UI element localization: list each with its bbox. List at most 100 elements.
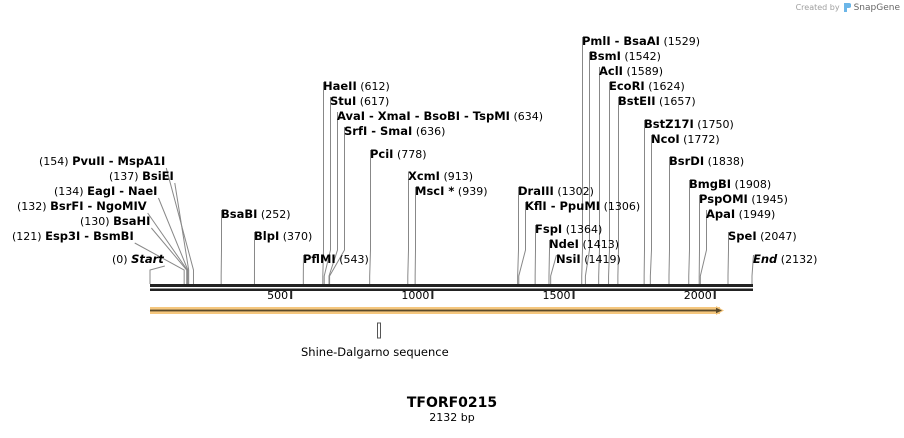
enzyme-name: NdeI: [549, 237, 579, 251]
cut-site-esp3i[interactable]: (121) Esp3I - BsmBI: [12, 230, 134, 244]
site-position: (1945): [751, 193, 788, 206]
enzyme-name: PvuII - MspA1I: [72, 154, 166, 168]
cut-site-pflmi[interactable]: PflMI (543): [303, 252, 369, 267]
cut-site-msci[interactable]: MscI * (939): [415, 184, 488, 199]
site-position: (634): [513, 110, 544, 123]
cut-site-pvuii[interactable]: (154) PvuII - MspA1I: [39, 154, 166, 169]
site-position: (154): [39, 155, 69, 168]
cut-site-pcii[interactable]: PciI (778): [370, 147, 427, 162]
enzyme-name: PmlI - BsaAI: [582, 34, 660, 48]
site-position: (1302): [557, 185, 594, 198]
enzyme-name: End: [753, 252, 778, 266]
enzyme-name: ApaI: [706, 207, 736, 221]
cut-site-nsii[interactable]: NsiI (1419): [556, 253, 621, 267]
site-position: (132): [17, 200, 47, 213]
enzyme-name: BsaHI: [113, 214, 151, 228]
enzyme-name: Start: [131, 252, 164, 266]
cut-site-psppomi[interactable]: PspOMI (1945): [699, 192, 788, 207]
tick-label: 1000: [401, 289, 430, 302]
enzyme-name: XcmI: [408, 169, 440, 183]
site-position: (1419): [584, 253, 621, 266]
cut-site-pmli[interactable]: PmlI - BsaAI (1529): [582, 34, 701, 49]
site-position: (1624): [648, 80, 685, 93]
enzyme-name: BsmI: [589, 49, 621, 63]
cut-site-fspi[interactable]: FspI (1364): [535, 222, 603, 237]
cut-site-acli[interactable]: AclI (1589): [599, 64, 664, 79]
enzyme-name: BsaBI: [221, 207, 258, 221]
site-position: (1529): [663, 35, 701, 48]
cut-site-blpi[interactable]: BlpI (370): [254, 229, 313, 244]
cut-site-apai[interactable]: ApaI (1949): [706, 207, 776, 222]
site-position: (0): [112, 253, 128, 266]
site-position: (137): [109, 170, 139, 183]
enzyme-name: MscI *: [415, 184, 455, 198]
cut-site-srfi[interactable]: SrfI - SmaI (636): [344, 124, 446, 139]
credit-brand: SnapGene: [853, 2, 900, 13]
site-position: (134): [54, 185, 84, 198]
site-position: (1364): [565, 223, 603, 236]
enzyme-name: HaeII: [323, 79, 357, 93]
site-position: (543): [339, 253, 369, 266]
cut-site-bsteii[interactable]: BstEII (1657): [618, 95, 696, 109]
cut-site-haeii[interactable]: HaeII (612): [323, 79, 390, 94]
cut-site-lines: [134, 37, 754, 284]
enzyme-name: FspI: [535, 222, 563, 236]
site-position: (636): [415, 125, 446, 138]
shine-dalgarno-marker[interactable]: [377, 322, 381, 339]
cut-site-bsahi[interactable]: (130) BsaHI: [80, 214, 151, 229]
tick-label: 2000: [683, 289, 712, 302]
site-position: (2132): [780, 253, 818, 266]
backbone: [150, 284, 753, 291]
shine-dalgarno-label[interactable]: Shine-Dalgarno sequence: [301, 345, 449, 359]
cut-site-bstz17i[interactable]: BstZ17I (1750): [644, 117, 734, 132]
cut-site-stui[interactable]: StuI (617): [330, 94, 389, 109]
cut-site-bsiei[interactable]: (137) BsiEI: [109, 170, 174, 184]
snapgene-credit: Created by SnapGene: [796, 2, 900, 13]
cut-site-avai[interactable]: AvaI - XmaI - BsoBI - TspMI (634): [337, 110, 544, 124]
cut-site-bmgbi[interactable]: BmgBI (1908): [689, 177, 772, 192]
enzyme-name: SrfI - SmaI: [344, 124, 413, 138]
enzyme-name: PspOMI: [699, 192, 748, 206]
enzyme-name: SpeI: [728, 229, 757, 243]
cut-site-bsabi[interactable]: BsaBI (252): [221, 207, 291, 222]
site-position: (1908): [734, 178, 772, 191]
site-position: (370): [282, 230, 313, 243]
cut-site-end[interactable]: End (2132): [753, 252, 818, 267]
site-position: (939): [457, 185, 488, 198]
cut-site-bsrdi[interactable]: BsrDI (1838): [669, 154, 744, 169]
tick-label: 1500: [542, 289, 571, 302]
site-position: (252): [260, 208, 291, 221]
enzyme-name: BmgBI: [689, 177, 732, 191]
site-position: (1772): [683, 133, 720, 146]
cut-site-start[interactable]: (0) Start: [112, 252, 164, 267]
cut-site-xcmi[interactable]: XcmI (913): [408, 169, 473, 184]
sequence-length: 2132 bp: [429, 411, 475, 424]
site-position: (1949): [738, 208, 776, 221]
enzyme-name: BlpI: [254, 229, 280, 243]
cut-site-ndei[interactable]: NdeI (1413): [549, 237, 620, 252]
enzyme-name: BsrDI: [669, 154, 705, 168]
enzyme-name: AclI: [599, 64, 623, 78]
site-position: (612): [360, 80, 390, 93]
enzyme-name: PciI: [370, 147, 394, 161]
cut-site-kfli[interactable]: KflI - PpuMI (1306): [525, 199, 641, 214]
site-position: (1657): [659, 95, 696, 108]
cut-site-ncoi[interactable]: NcoI (1772): [651, 133, 720, 147]
enzyme-name: KflI - PpuMI: [525, 199, 601, 213]
cut-site-spei[interactable]: SpeI (2047): [728, 229, 797, 244]
cut-site-ecori[interactable]: EcoRI (1624): [609, 80, 685, 94]
site-position: (130): [80, 215, 110, 228]
sequence-name: TFORF0215: [406, 395, 498, 411]
orf-arrow[interactable]: [150, 306, 724, 315]
enzyme-name: BstZ17I: [644, 117, 694, 131]
cut-site-eagi[interactable]: (134) EagI - NaeI: [54, 185, 157, 199]
cut-site-draiii[interactable]: DraIII (1302): [518, 185, 594, 199]
cut-site-bsmi[interactable]: BsmI (1542): [589, 49, 661, 64]
enzyme-name: PflMI: [303, 252, 336, 266]
enzyme-name: StuI: [330, 94, 357, 108]
cut-site-bsrfi[interactable]: (132) BsrFI - NgoMIV: [17, 200, 147, 214]
site-position: (1589): [626, 65, 664, 78]
site-position: (1413): [582, 238, 620, 251]
site-position: (1306): [603, 200, 641, 213]
